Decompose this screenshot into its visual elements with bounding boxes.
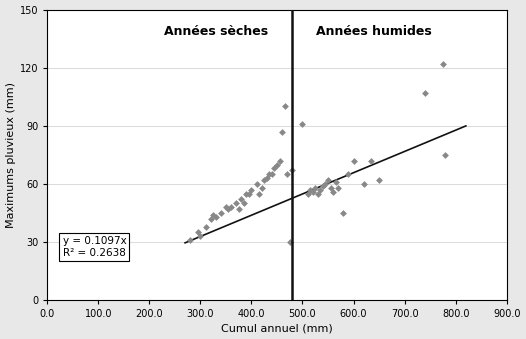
Point	[304, 191, 312, 196]
Point	[278, 129, 286, 134]
Point	[324, 177, 332, 183]
Point	[247, 187, 256, 193]
Point	[313, 191, 322, 196]
Point	[255, 191, 264, 196]
Point	[331, 179, 340, 185]
X-axis label: Cumul annuel (mm): Cumul annuel (mm)	[221, 323, 333, 334]
Point	[245, 191, 253, 196]
Point	[211, 214, 220, 220]
Point	[321, 181, 330, 187]
Point	[194, 230, 202, 235]
Point	[268, 172, 276, 177]
Point	[339, 210, 348, 216]
Point	[270, 166, 279, 171]
Point	[367, 158, 376, 163]
Point	[319, 183, 327, 188]
Point	[421, 90, 429, 96]
Point	[239, 201, 248, 206]
Point	[329, 189, 337, 195]
Point	[316, 187, 325, 193]
Point	[242, 191, 250, 196]
Point	[360, 181, 368, 187]
Point	[224, 206, 232, 212]
Point	[222, 204, 230, 210]
Point	[311, 185, 319, 191]
Point	[227, 204, 235, 210]
Point	[186, 237, 195, 243]
Point	[232, 201, 240, 206]
Point	[326, 185, 335, 191]
Point	[273, 162, 281, 167]
Text: Années humides: Années humides	[316, 25, 432, 38]
Point	[288, 168, 297, 173]
Text: y = 0.1097x
R² = 0.2638: y = 0.1097x R² = 0.2638	[63, 236, 126, 258]
Point	[286, 239, 294, 245]
Point	[334, 185, 342, 191]
Point	[237, 197, 246, 202]
Point	[439, 61, 447, 66]
Point	[298, 121, 307, 126]
Point	[275, 158, 284, 163]
Point	[280, 104, 289, 109]
Y-axis label: Maximums pluvieux (mm): Maximums pluvieux (mm)	[6, 82, 16, 228]
Point	[265, 172, 274, 177]
Point	[283, 172, 291, 177]
Point	[209, 212, 217, 218]
Text: Années sèches: Années sèches	[164, 25, 268, 38]
Point	[217, 210, 225, 216]
Point	[206, 216, 215, 222]
Point	[252, 181, 261, 187]
Point	[375, 177, 383, 183]
Point	[257, 185, 266, 191]
Point	[441, 152, 450, 158]
Point	[306, 187, 315, 193]
Point	[308, 189, 317, 195]
Point	[349, 158, 358, 163]
Point	[344, 172, 352, 177]
Point	[201, 224, 210, 229]
Point	[262, 176, 271, 181]
Point	[235, 206, 243, 212]
Point	[260, 177, 268, 183]
Point	[196, 234, 205, 239]
